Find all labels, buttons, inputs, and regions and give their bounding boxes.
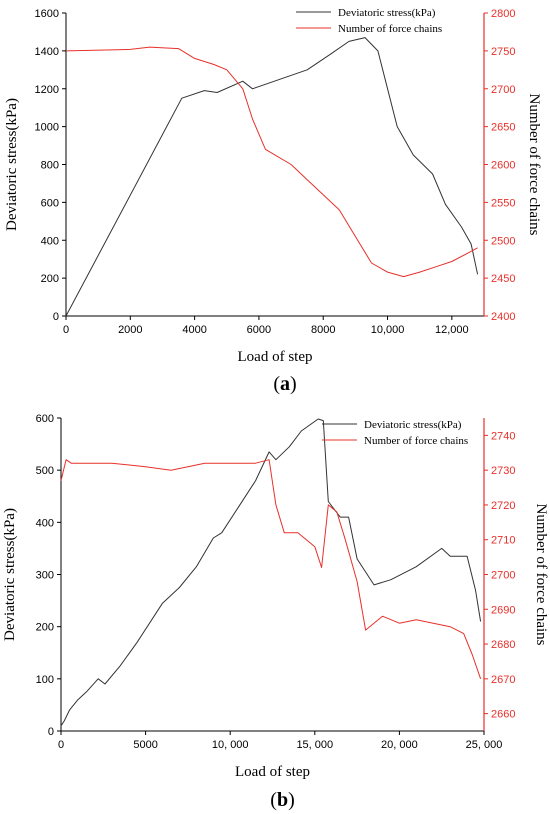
y2-tick-label: 2700 [491,84,515,96]
legend-label: Deviatoric stress(kPa) [338,7,436,19]
y-tick-label: 1000 [35,122,59,134]
y-tick-label: 200 [36,622,54,634]
y2-tick-label: 2500 [491,235,515,247]
series-line-deviatoric-stress [65,37,479,317]
y-tick-label: 0 [48,726,54,738]
legend-label: Deviatoric stress(kPa) [364,419,462,431]
chart-panel-b: 0 5000 10, 000 15, 000 20, 000 25, 000 0 100 200… [2,413,549,811]
y2-tick-label: 2730 [491,465,515,477]
x-tick-label: 10, 000 [212,739,249,751]
y-tick-label: 1600 [35,8,59,20]
x-tick-label: 5000 [133,739,157,751]
x-axis-title: Load of step [238,349,313,365]
x-tick-label: 6000 [247,324,271,336]
x-axis-title: Load of step [235,764,310,780]
y-tick-label: 600 [41,197,59,209]
y2-tick-label: 2450 [491,273,515,285]
x-tick-label: 4000 [182,324,206,336]
x-tick-label: 25, 000 [466,739,503,751]
x-tick-label: 0 [63,324,69,336]
y-tick-label: 400 [36,517,54,529]
y-tick-label: 800 [41,160,59,172]
y-tick-label: 1200 [35,84,59,96]
y2-tick-label: 2400 [491,311,515,323]
x-tick-label: 12,000 [435,324,469,336]
y-tick-label: 0 [53,311,59,323]
y2-tick-label: 2720 [491,500,515,512]
legend-label: Number of force chains [364,435,468,447]
y-tick-label: 300 [36,570,54,582]
series-line-force-chains [65,46,478,278]
y2-tick-label: 2550 [491,197,515,209]
x-tick-label: 20, 000 [381,739,418,751]
y2-tick-label: 2700 [491,570,515,582]
y2-tick-label: 2740 [491,430,515,442]
y2-tick-label: 2690 [491,604,515,616]
figure-caption: (a) [273,373,296,395]
x-tick-label: 2000 [118,324,142,336]
y2-tick-label: 2600 [491,160,515,172]
chart-panel-a: 0 2000 4000 6000 8000 10,000 12,000 0 200 400 600 8… [4,7,542,395]
figure-caption: (b) [270,789,294,811]
y2-tick-label: 2800 [491,8,515,20]
y-axis-title: Deviatoric stress(kPa) [2,508,18,641]
y-tick-label: 400 [41,235,59,247]
x-tick-label: 0 [58,739,64,751]
x-tick-label: 15, 000 [296,739,333,751]
y-tick-label: 100 [36,674,54,686]
y-tick-label: 600 [36,413,54,425]
y-tick-label: 1400 [35,46,59,58]
y2-tick-label: 2660 [491,709,515,721]
y2-axis-title: Number of force chains [526,93,542,235]
y2-tick-label: 2680 [491,639,515,651]
x-tick-label: 8000 [311,324,335,336]
y-tick-label: 500 [36,465,54,477]
legend-label: Number of force chains [338,23,442,35]
series-line-deviatoric-stress [60,418,482,727]
series-line-force-chains [60,459,482,679]
y2-tick-label: 2650 [491,122,515,134]
x-tick-label: 10,000 [371,324,405,336]
y-tick-label: 200 [41,273,59,285]
y2-tick-label: 2710 [491,535,515,547]
y2-tick-label: 2670 [491,674,515,686]
y2-tick-label: 2750 [491,46,515,58]
y2-axis-title: Number of force chains [533,503,549,645]
y-axis-title: Deviatoric stress(kPa) [4,98,20,231]
